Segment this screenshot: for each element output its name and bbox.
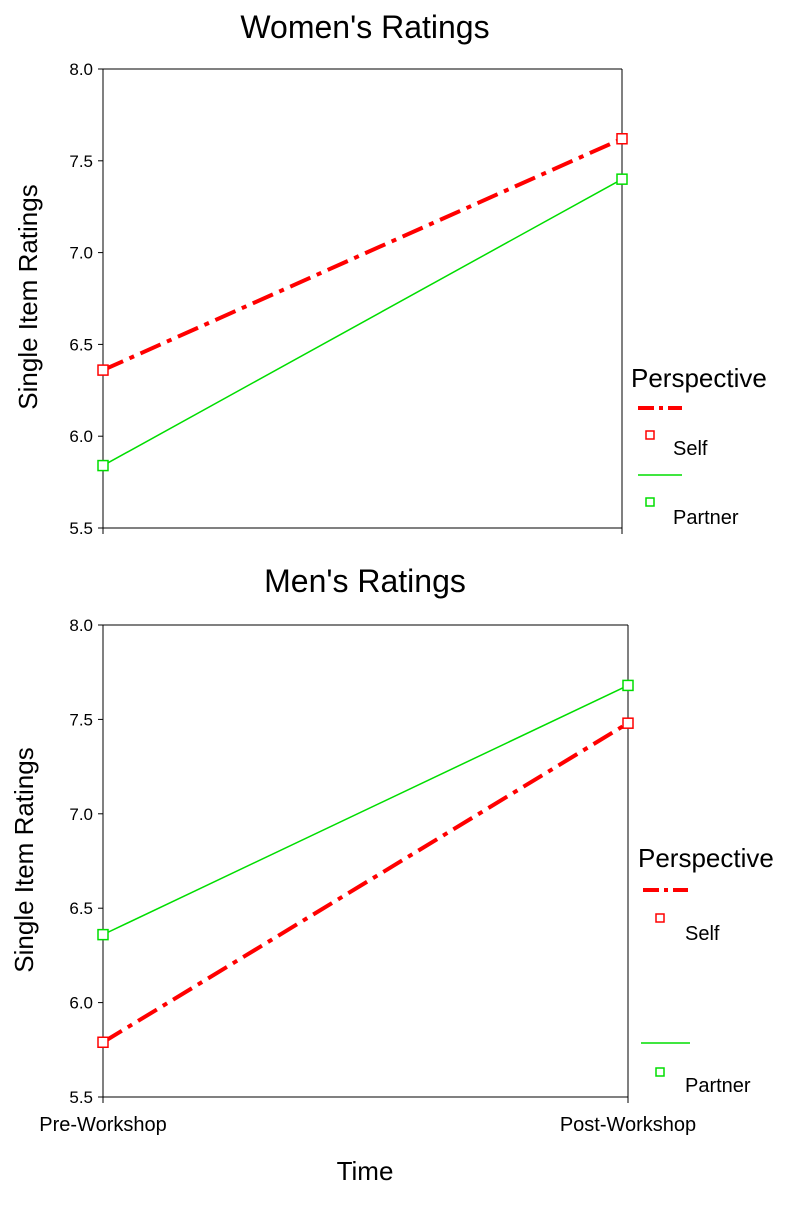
legend-title: Perspective	[638, 843, 774, 873]
legend: Perspective Self Partner	[638, 843, 774, 1097]
men-ratings-chart: Men's Ratings Single Item Ratings 8.0 7.5…	[9, 563, 774, 1136]
series-partner-point	[97, 459, 109, 472]
series-self-point	[97, 1036, 109, 1048]
x-tick-label: Post-Workshop	[560, 1114, 696, 1136]
y-tick-label: 7.5	[69, 710, 93, 729]
women-ratings-chart: Women's Ratings Single Item Ratings 8.0 7…	[13, 9, 767, 538]
series-layer	[97, 133, 628, 472]
x-axis-label: Time	[337, 1156, 394, 1186]
legend-self-label: Self	[673, 438, 708, 460]
series-partner-line	[102, 684, 629, 936]
legend-self-marker	[655, 913, 665, 923]
y-tick-label: 7.5	[69, 152, 93, 171]
series-self-point	[622, 717, 634, 729]
legend-title: Perspective	[631, 363, 767, 393]
y-tick-label: 6.5	[69, 335, 93, 354]
legend-partner-label: Partner	[673, 507, 739, 529]
y-axis-label: Single Item Ratings	[13, 184, 43, 409]
x-ticks	[102, 528, 623, 534]
chart-title: Men's Ratings	[264, 563, 466, 599]
y-ticks: 8.0 7.5 7.0 6.5 6.0 5.5	[69, 60, 103, 538]
y-tick-label: 8.0	[69, 60, 93, 79]
series-self-point	[97, 364, 109, 376]
legend: Perspective Self Partner	[631, 363, 767, 529]
y-tick-label: 7.0	[69, 244, 93, 263]
y-tick-label: 5.5	[69, 519, 93, 538]
y-axis-label: Single Item Ratings	[9, 747, 39, 972]
series-partner-point	[616, 173, 628, 185]
y-tick-label: 7.0	[69, 805, 93, 824]
chart-title: Women's Ratings	[240, 9, 489, 45]
legend-self-marker	[645, 430, 655, 440]
y-tick-label: 6.0	[69, 994, 93, 1013]
series-layer	[97, 679, 634, 1048]
series-self-line	[102, 136, 623, 372]
legend-partner-label: Partner	[685, 1075, 751, 1097]
series-self-point	[616, 133, 628, 145]
series-self-line	[101, 721, 630, 1044]
y-tick-label: 8.0	[69, 616, 93, 635]
series-partner-line	[102, 178, 623, 467]
y-tick-label: 5.5	[69, 1088, 93, 1107]
x-tick-label: Pre-Workshop	[39, 1114, 166, 1136]
series-partner-point	[97, 928, 109, 941]
y-tick-label: 6.0	[69, 427, 93, 446]
series-partner-point	[622, 679, 634, 692]
legend-partner-marker	[645, 497, 655, 507]
y-tick-label: 6.5	[69, 899, 93, 918]
x-ticks: Pre-Workshop Post-Workshop	[39, 1097, 696, 1136]
legend-self-label: Self	[685, 923, 720, 945]
legend-partner-marker	[655, 1067, 665, 1077]
y-ticks: 8.0 7.5 7.0 6.5 6.0 5.5	[69, 616, 103, 1107]
